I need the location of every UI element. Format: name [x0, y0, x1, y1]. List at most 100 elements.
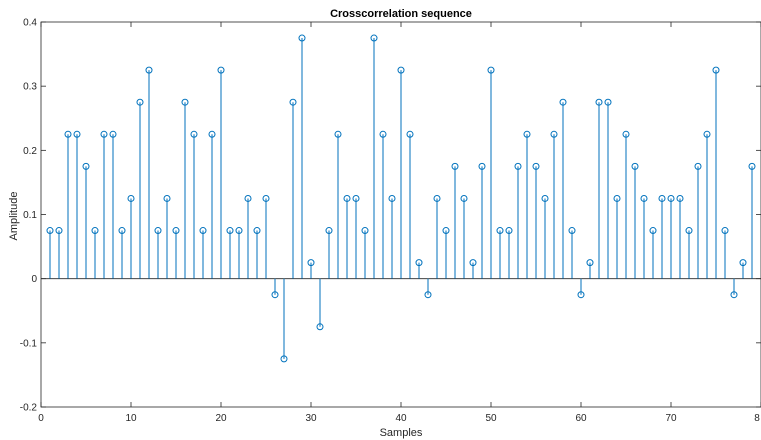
stem-marker	[91, 227, 99, 235]
stem-marker	[685, 227, 693, 235]
stem-marker	[604, 98, 612, 106]
stem-marker	[118, 227, 126, 235]
stem-marker	[595, 98, 603, 106]
stem-marker	[181, 98, 189, 106]
y-tick-label: 0.1	[23, 210, 37, 221]
stem-marker	[415, 259, 423, 267]
stem-marker	[541, 194, 549, 202]
stem-marker	[505, 227, 513, 235]
stem-marker	[334, 130, 342, 138]
stem-marker	[658, 194, 666, 202]
stem-marker	[712, 66, 720, 74]
y-tick-label: 0	[31, 274, 37, 285]
stem-marker	[109, 130, 117, 138]
stem-marker	[496, 227, 504, 235]
stem-marker	[244, 194, 252, 202]
stem-marker	[442, 227, 450, 235]
x-tick-label: 30	[305, 413, 317, 424]
stem-marker	[478, 162, 486, 170]
stem-marker	[730, 291, 738, 299]
x-tick-label: 20	[215, 413, 227, 424]
stem-marker	[100, 130, 108, 138]
stem-marker	[532, 162, 540, 170]
stem-marker	[280, 355, 288, 363]
stem-marker	[550, 130, 558, 138]
x-tick-label: 50	[485, 413, 497, 424]
stem-marker	[271, 291, 279, 299]
stem-marker	[469, 259, 477, 267]
stem-marker	[694, 162, 702, 170]
plot-area: 0 10 20 30 40 50 60 70 8 -0.2 -0.1 0 0.1 0.2 0.3 0.4	[20, 18, 761, 424]
x-tick-label: 10	[125, 413, 137, 424]
stem-marker	[82, 162, 90, 170]
y-axis-label: Amplitude	[8, 192, 20, 241]
y-tick-label: -0.1	[20, 338, 38, 349]
x-tick-label: 8	[754, 413, 760, 424]
stem-marker	[352, 194, 360, 202]
stem-marker	[226, 227, 234, 235]
stem-marker	[433, 194, 441, 202]
x-tick-label: 70	[665, 413, 677, 424]
stem-marker	[388, 194, 396, 202]
stem-marker	[343, 194, 351, 202]
stem-marker	[217, 66, 225, 74]
stem-marker	[523, 130, 531, 138]
x-axis-label: Samples	[380, 427, 423, 439]
stem-marker	[262, 194, 270, 202]
y-tick-label: 0.4	[23, 18, 37, 29]
x-tick-label: 60	[575, 413, 587, 424]
stem-marker	[487, 66, 495, 74]
stem-marker	[316, 323, 324, 331]
stem-marker	[586, 259, 594, 267]
stem-marker	[190, 130, 198, 138]
stem-marker	[370, 34, 378, 42]
stem-marker	[379, 130, 387, 138]
stem-marker	[253, 227, 261, 235]
stem-marker	[613, 194, 621, 202]
stem-marker	[154, 227, 162, 235]
stem-marker	[397, 66, 405, 74]
y-tick-label: -0.2	[20, 403, 38, 414]
stem-marker	[703, 130, 711, 138]
stem-marker	[451, 162, 459, 170]
stem-marker	[577, 291, 585, 299]
stem-marker	[622, 130, 630, 138]
stem-marker	[127, 194, 135, 202]
stem-marker	[289, 98, 297, 106]
chart-title: Crosscorrelation sequence	[330, 8, 472, 20]
stem-marker	[298, 34, 306, 42]
stem-marker	[631, 162, 639, 170]
stem-marker	[514, 162, 522, 170]
stem-marker	[235, 227, 243, 235]
stem-marker	[676, 194, 684, 202]
stem-marker	[667, 194, 675, 202]
stem-marker	[136, 98, 144, 106]
stem-marker	[640, 194, 648, 202]
stem-marker	[208, 130, 216, 138]
stem-marker	[172, 227, 180, 235]
stem-marker	[748, 162, 756, 170]
stem-marker	[46, 227, 54, 235]
stem-marker	[199, 227, 207, 235]
stem-marker	[568, 227, 576, 235]
stem-marker	[721, 227, 729, 235]
stem-marker	[406, 130, 414, 138]
stem-marker	[325, 227, 333, 235]
stem-marker	[460, 194, 468, 202]
stem-marker	[307, 259, 315, 267]
stem-marker	[145, 66, 153, 74]
stem-marker	[424, 291, 432, 299]
y-tick-label: 0.3	[23, 82, 37, 93]
stem-marker	[55, 227, 63, 235]
x-tick-label: 40	[395, 413, 407, 424]
stem-marker	[64, 130, 72, 138]
stem-marker	[361, 227, 369, 235]
stem-marker	[73, 130, 81, 138]
y-tick-label: 0.2	[23, 146, 37, 157]
stem-marker	[739, 259, 747, 267]
x-tick-label: 0	[38, 413, 44, 424]
stem-marker	[163, 194, 171, 202]
stem-marker	[559, 98, 567, 106]
stem-marker	[649, 227, 657, 235]
